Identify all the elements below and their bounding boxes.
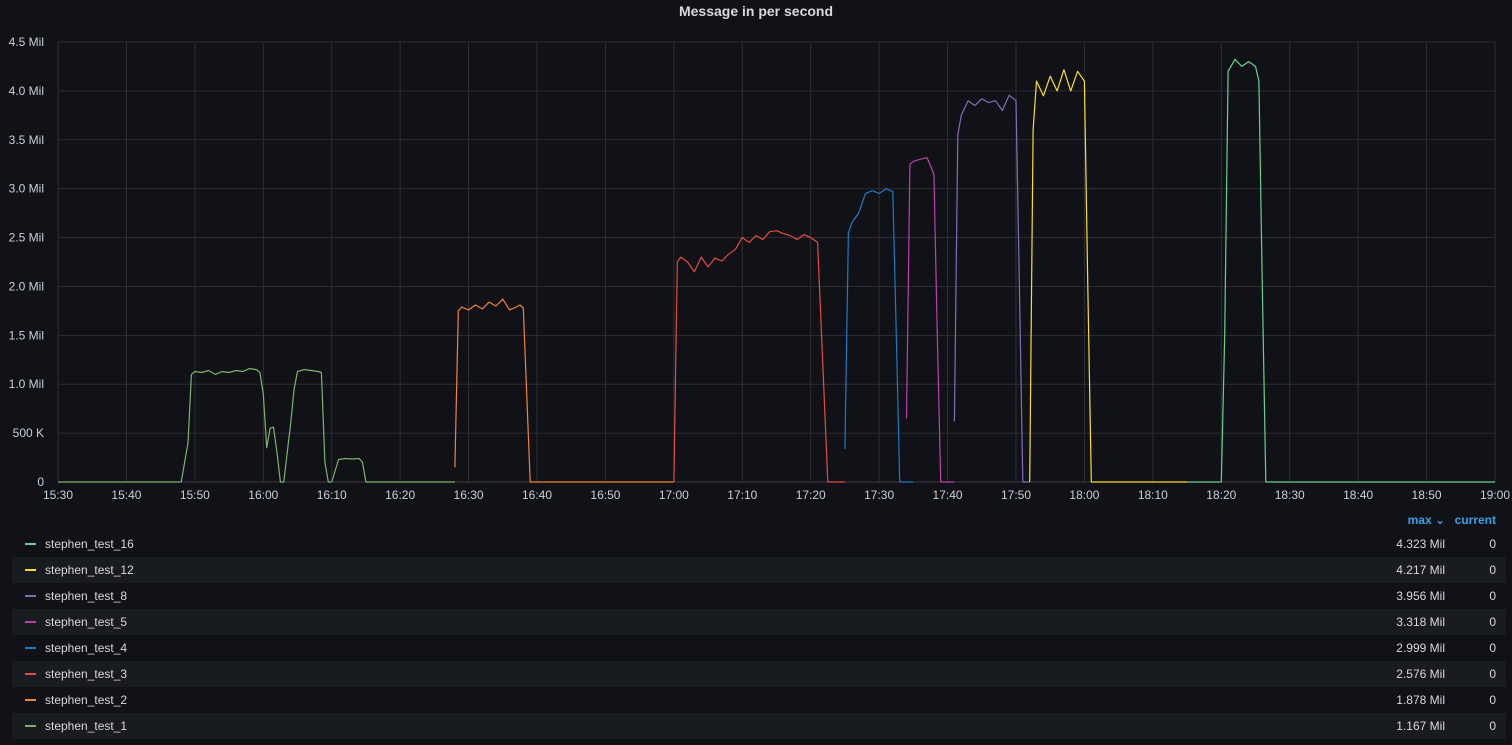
x-tick-label: 15:40 [111,488,141,502]
series-max: 3.956 Mil [1396,589,1445,603]
series-line-stephen_test_3[interactable] [673,230,845,483]
series-color-swatch [25,647,36,649]
legend-row[interactable]: stephen_test_1 1.167 Mil 0 [12,713,1506,739]
series-name[interactable]: stephen_test_2 [45,693,128,707]
x-tick-label: 15:50 [180,488,210,502]
series-color-swatch [25,595,36,597]
y-axis: 0 500 K 1.0 Mil 1.5 Mil 2.0 Mil 2.5 Mil 3.0 Mi… [9,35,45,489]
series-color-swatch [25,621,36,623]
series-current: 0 [1489,537,1496,551]
series-current: 0 [1489,563,1496,577]
series-current: 0 [1489,641,1496,655]
legend-sort-max[interactable]: max ⌄ [1407,513,1445,527]
y-tick-label: 1.0 Mil [9,377,44,391]
x-tick-label: 17:20 [796,488,826,502]
y-tick-label: 1.5 Mil [9,328,44,342]
series-line-stephen_test_1[interactable] [58,368,455,483]
series-max: 2.999 Mil [1396,641,1445,655]
legend-row[interactable]: stephen_test_16 4.323 Mil 0 [12,531,1506,557]
legend-sort-current[interactable]: current [1454,513,1496,527]
series-color-swatch [25,699,36,701]
y-tick-label: 3.0 Mil [9,182,44,196]
series-name[interactable]: stephen_test_5 [45,615,128,629]
series-current: 0 [1489,693,1496,707]
y-tick-label: 3.5 Mil [9,133,44,147]
series-current: 0 [1489,615,1496,629]
x-tick-label: 18:00 [1069,488,1099,502]
x-tick-label: 18:40 [1343,488,1373,502]
legend: stephen_test_16 4.323 Mil 0 stephen_test… [12,531,1506,739]
chart-grid [57,41,1496,483]
x-tick-label: 16:30 [454,488,484,502]
legend-row[interactable]: stephen_test_2 1.878 Mil 0 [12,687,1506,713]
x-tick-label: 17:30 [864,488,894,502]
x-tick-label: 18:10 [1138,488,1168,502]
legend-row[interactable]: stephen_test_5 3.318 Mil 0 [12,609,1506,635]
series-current: 0 [1489,589,1496,603]
legend-row[interactable]: stephen_test_12 4.217 Mil 0 [12,557,1506,583]
x-tick-label: 16:20 [385,488,415,502]
x-axis: 15:30 15:40 15:50 16:00 16:10 16:20 16:30 16:40… [43,488,1510,502]
series-name[interactable]: stephen_test_1 [45,719,128,733]
series-line-stephen_test_8[interactable] [953,94,1030,483]
x-tick-label: 17:10 [727,488,757,502]
x-tick-label: 15:30 [43,488,73,502]
x-tick-label: 17:40 [933,488,963,502]
legend-row[interactable]: stephen_test_4 2.999 Mil 0 [12,635,1506,661]
series-max: 1.167 Mil [1396,719,1445,733]
series-name[interactable]: stephen_test_4 [45,641,128,655]
series-line-stephen_test_5[interactable] [905,157,955,483]
series-line-stephen_test_4[interactable] [844,188,914,483]
series-current: 0 [1489,719,1496,733]
series-name[interactable]: stephen_test_12 [45,563,134,577]
series-color-swatch [25,673,36,675]
x-tick-label: 17:50 [1001,488,1031,502]
chart-series [58,58,1495,483]
series-name[interactable]: stephen_test_3 [45,667,128,681]
series-name[interactable]: stephen_test_8 [45,589,128,603]
x-tick-label: 16:50 [590,488,620,502]
y-tick-label: 0 [37,475,44,489]
series-line-stephen_test_12[interactable] [1029,69,1188,483]
series-current: 0 [1489,667,1496,681]
x-tick-label: 18:50 [1412,488,1442,502]
series-line-stephen_test_2[interactable] [454,298,674,483]
series-name[interactable]: stephen_test_16 [45,537,134,551]
x-tick-label: 18:30 [1275,488,1305,502]
legend-header: max ⌄ current [0,513,1512,531]
y-tick-label: 4.5 Mil [9,35,44,49]
series-color-swatch [25,569,36,571]
x-tick-label: 19:00 [1480,488,1510,502]
y-tick-label: 500 K [13,426,44,440]
x-tick-label: 16:40 [522,488,552,502]
series-color-swatch [25,543,36,545]
x-tick-label: 16:10 [317,488,347,502]
series-color-swatch [25,725,36,727]
series-max: 3.318 Mil [1396,615,1445,629]
series-max: 4.323 Mil [1396,537,1445,551]
line-chart: 0 500 K 1.0 Mil 1.5 Mil 2.0 Mil 2.5 Mil 3.0 Mi… [9,35,1511,502]
legend-row[interactable]: stephen_test_3 2.576 Mil 0 [12,661,1506,687]
legend-row[interactable]: stephen_test_8 3.956 Mil 0 [12,583,1506,609]
x-tick-label: 18:20 [1206,488,1236,502]
x-tick-label: 17:00 [659,488,689,502]
series-line-stephen_test_16[interactable] [1187,58,1495,483]
series-max: 1.878 Mil [1396,693,1445,707]
y-tick-label: 4.0 Mil [9,84,44,98]
series-max: 2.576 Mil [1396,667,1445,681]
x-tick-label: 16:00 [248,488,278,502]
y-tick-label: 2.5 Mil [9,231,44,245]
series-max: 4.217 Mil [1396,563,1445,577]
panel-title[interactable]: Message in per second [678,3,834,19]
y-tick-label: 2.0 Mil [9,279,44,293]
